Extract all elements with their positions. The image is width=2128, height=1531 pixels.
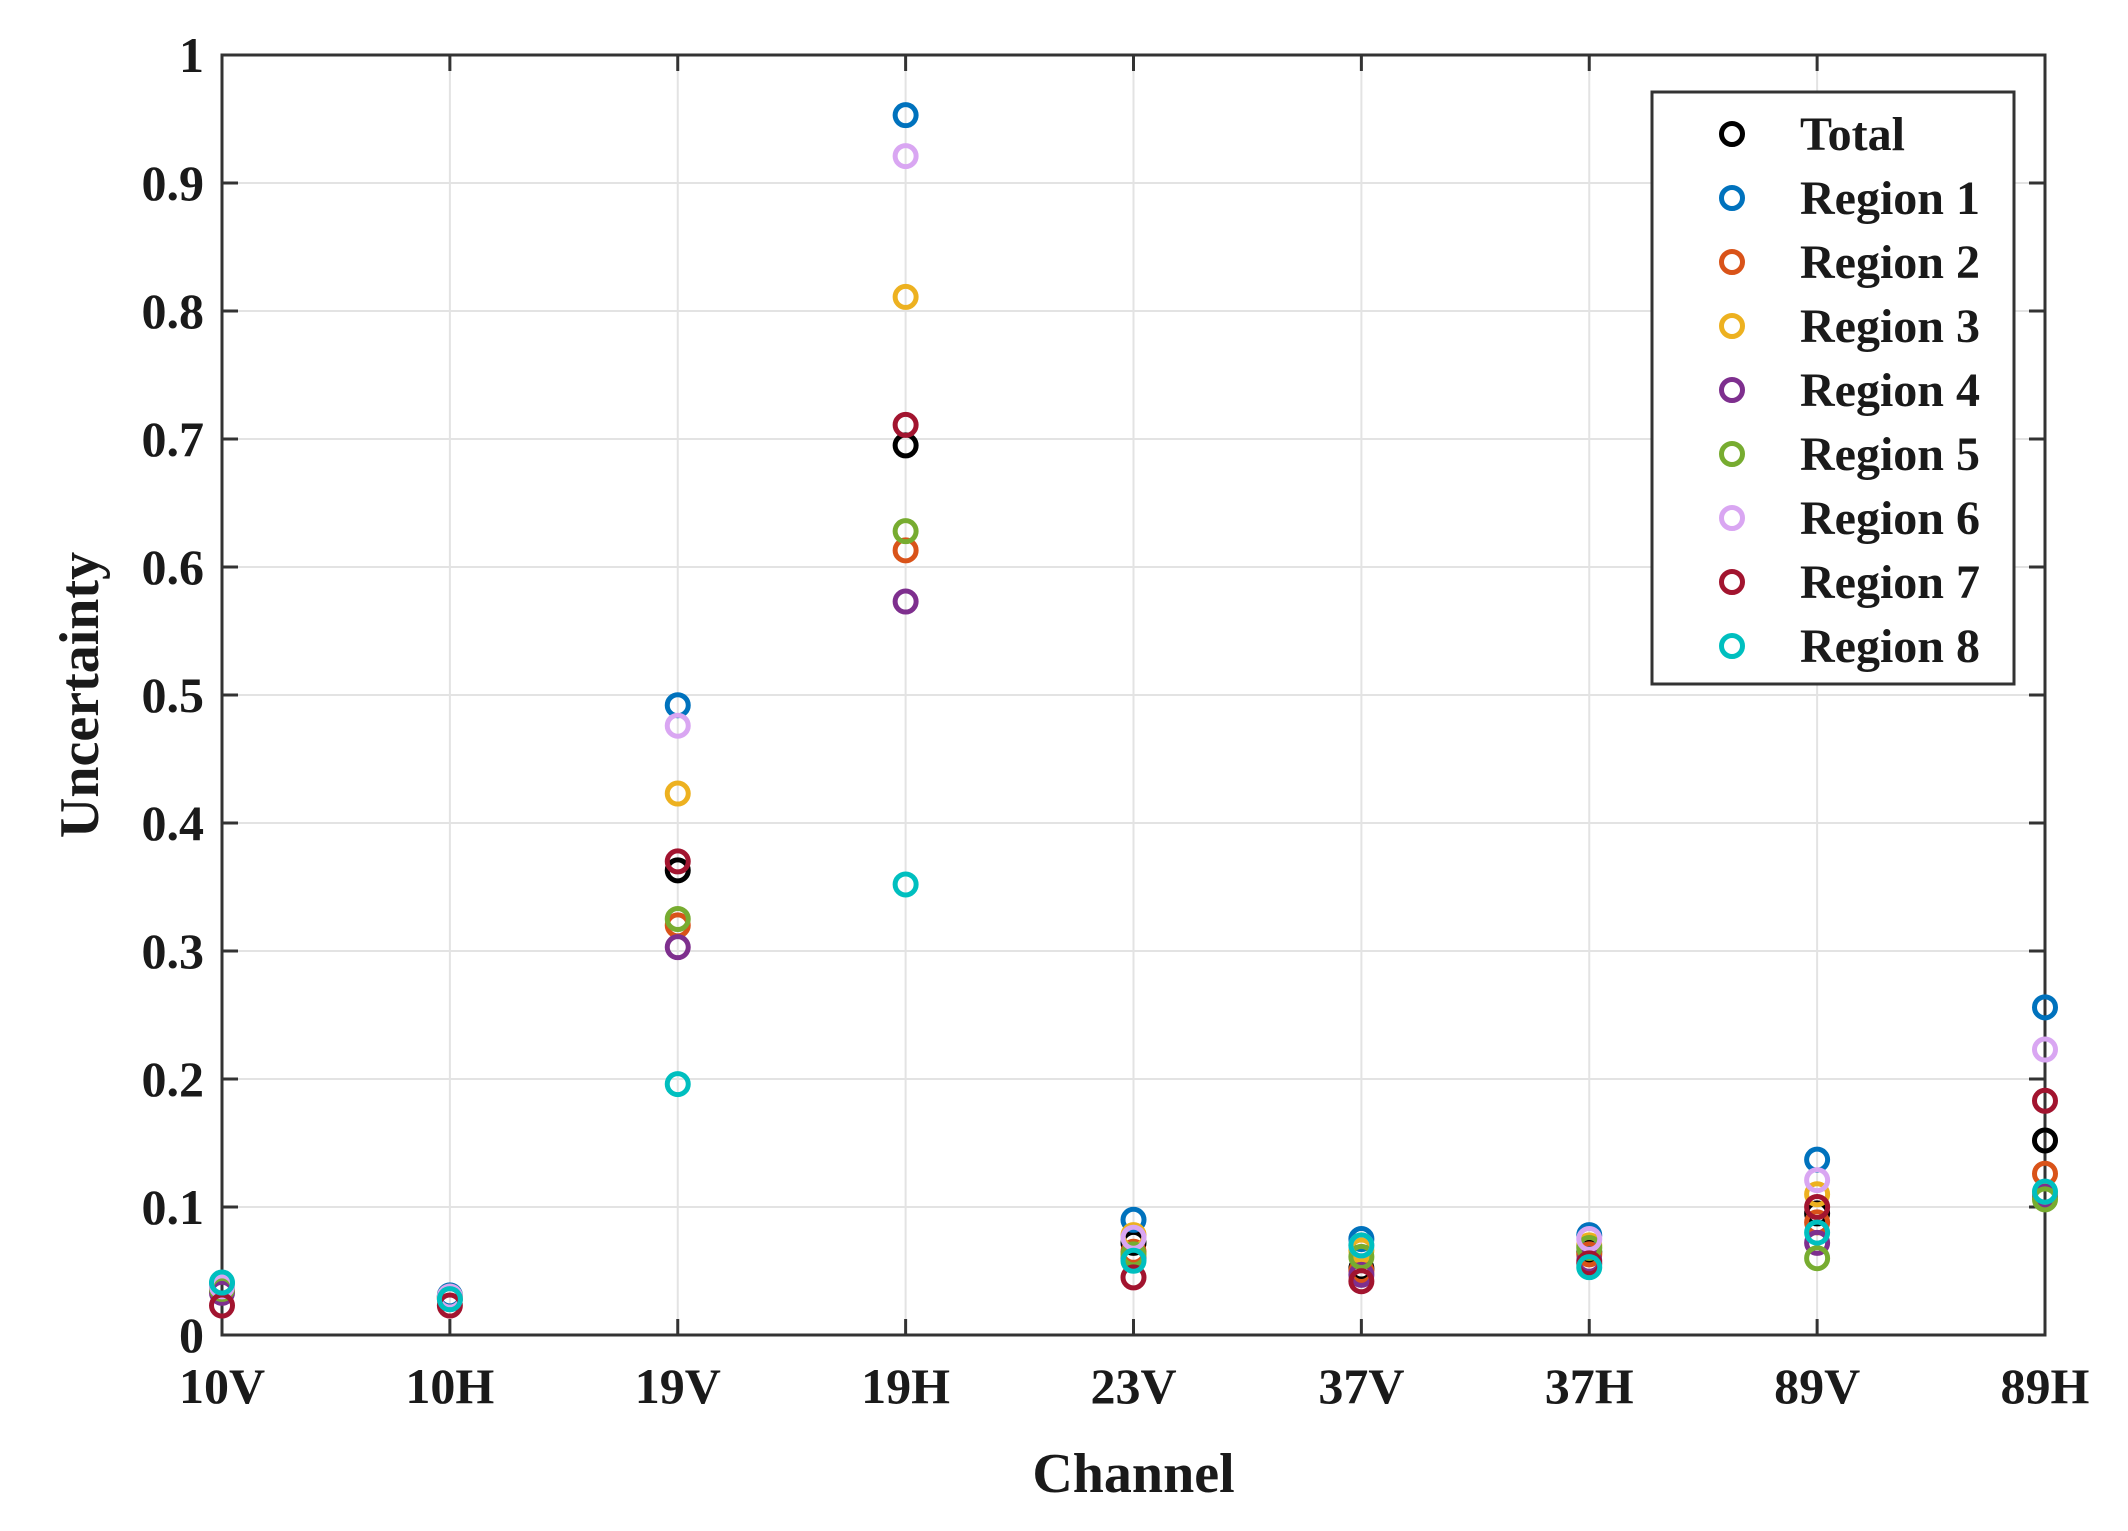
legend-item-total: Total [1719, 108, 1905, 161]
legend-label: Total [1800, 108, 1905, 161]
data-point-region-5-89v [1804, 1245, 1831, 1272]
legend-item-region-5: Region 5 [1719, 428, 1980, 481]
legend-marker [1719, 505, 1745, 531]
data-point-region-5-37v [1348, 1243, 1375, 1270]
x-tick-label: 37H [1545, 1358, 1634, 1414]
legend-label: Region 8 [1800, 620, 1980, 673]
data-point-region-7-23v [1120, 1264, 1147, 1291]
legend-marker [1719, 313, 1745, 339]
y-tick-labels: 0 0.1 0.2 0.3 0.4 0.5 0.6 0.7 0.8 0.9 1 [142, 27, 205, 1363]
legend-marker [1719, 633, 1745, 659]
legend-item-region-8: Region 8 [1719, 620, 1980, 673]
data-points [209, 102, 2058, 1319]
data-point-region-7-19h [892, 411, 919, 438]
y-tick-label: 0.5 [142, 667, 205, 723]
x-tick-labels: 10V 10H 19V 19H 23V 37V 37H 89V 89H [179, 1358, 2090, 1414]
legend-item-region-6: Region 6 [1719, 492, 1980, 545]
legend-marker [1719, 185, 1745, 211]
y-tick-label: 0.9 [142, 155, 205, 211]
data-point-region-8-19h [892, 871, 919, 898]
y-tick-label: 0 [179, 1307, 204, 1363]
legend-item-region-7: Region 7 [1719, 556, 1980, 609]
legend-item-region-3: Region 3 [1719, 300, 1980, 353]
data-point-region-5-89h [2032, 1186, 2058, 1213]
data-point-region-7-89v [1804, 1194, 1831, 1220]
data-point-region-6-89h [2032, 1036, 2058, 1063]
data-point-region-8-37v [1348, 1232, 1375, 1259]
legend-item-region-4: Region 4 [1719, 364, 1980, 417]
legend-item-region-2: Region 2 [1719, 236, 1980, 289]
legend-marker [1719, 569, 1745, 595]
x-tick-label: 89V [1774, 1358, 1860, 1414]
data-point-region-6-37h [1576, 1226, 1603, 1252]
y-tick-label: 1 [179, 27, 204, 83]
data-point-region-6-89v [1804, 1167, 1831, 1194]
data-point-region-6-19v [664, 712, 691, 739]
data-point-region-1-19h [892, 102, 919, 129]
data-point-region-4-89v [1804, 1229, 1831, 1256]
y-tick-label: 0.2 [142, 1051, 205, 1107]
legend-label: Region 6 [1800, 492, 1980, 545]
data-point-region-7-19v [664, 848, 691, 875]
y-tick-label: 0.8 [142, 283, 205, 339]
data-point-total-19v [664, 857, 691, 884]
data-point-region-3-19h [892, 283, 919, 310]
legend-label: Region 4 [1800, 364, 1980, 417]
x-axis-title: Channel [1032, 1443, 1234, 1505]
data-point-region-6-19h [892, 143, 919, 170]
data-point-region-7-89h [2032, 1087, 2058, 1114]
y-tick-label: 0.3 [142, 923, 205, 979]
legend-label: Region 5 [1800, 428, 1980, 481]
legend-box [1650, 90, 2016, 686]
x-tick-label: 19H [861, 1358, 950, 1414]
data-point-region-8-89v [1804, 1219, 1831, 1246]
x-tick-label: 10V [179, 1358, 265, 1414]
data-point-region-8-19v [664, 1071, 691, 1098]
legend-marker [1719, 441, 1745, 467]
legend-marker [1719, 249, 1745, 275]
legend: Total Region 1 Region 2 Region 3 Region 4 Reg… [1650, 90, 2016, 686]
legend-label: Region 2 [1800, 236, 1980, 289]
data-point-region-1-23v [1120, 1206, 1147, 1233]
data-point-region-3-19v [664, 780, 691, 807]
legend-label: Region 3 [1800, 300, 1980, 353]
data-point-region-3-89v [1804, 1181, 1831, 1208]
legend-item-region-1: Region 1 [1719, 172, 1980, 225]
data-point-region-8-37h [1576, 1254, 1603, 1281]
legend-label: Region 7 [1800, 556, 1980, 609]
x-tick-label: 37V [1318, 1358, 1404, 1414]
legend-marker [1719, 377, 1745, 403]
data-point-region-1-89h [2032, 994, 2058, 1021]
y-tick-label: 0.6 [142, 539, 205, 595]
x-tick-label: 10H [405, 1358, 494, 1414]
data-point-region-5-19h [892, 518, 919, 545]
y-tick-label: 0.7 [142, 411, 205, 467]
data-point-region-7-37v [1348, 1268, 1375, 1295]
data-point-region-5-19v [664, 906, 691, 932]
data-point-region-8-23v [1120, 1247, 1147, 1274]
y-axis-title: Uncertainty [49, 552, 111, 838]
x-tick-label: 89H [2001, 1358, 2090, 1414]
x-tick-label: 19V [635, 1358, 721, 1414]
axis-ticks [220, 53, 2047, 1337]
legend-marker [1719, 121, 1745, 147]
y-tick-label: 0.1 [142, 1179, 205, 1235]
data-point-region-4-19v [664, 934, 691, 961]
x-tick-label: 23V [1090, 1358, 1176, 1414]
data-point-region-8-10v [209, 1269, 235, 1296]
y-tick-label: 0.4 [142, 795, 205, 851]
data-point-total-89h [2032, 1127, 2058, 1154]
data-point-region-4-19h [892, 588, 919, 615]
data-point-region-8-89h [2032, 1178, 2058, 1205]
data-point-region-8-10h [436, 1286, 463, 1313]
legend-label: Region 1 [1800, 172, 1980, 225]
